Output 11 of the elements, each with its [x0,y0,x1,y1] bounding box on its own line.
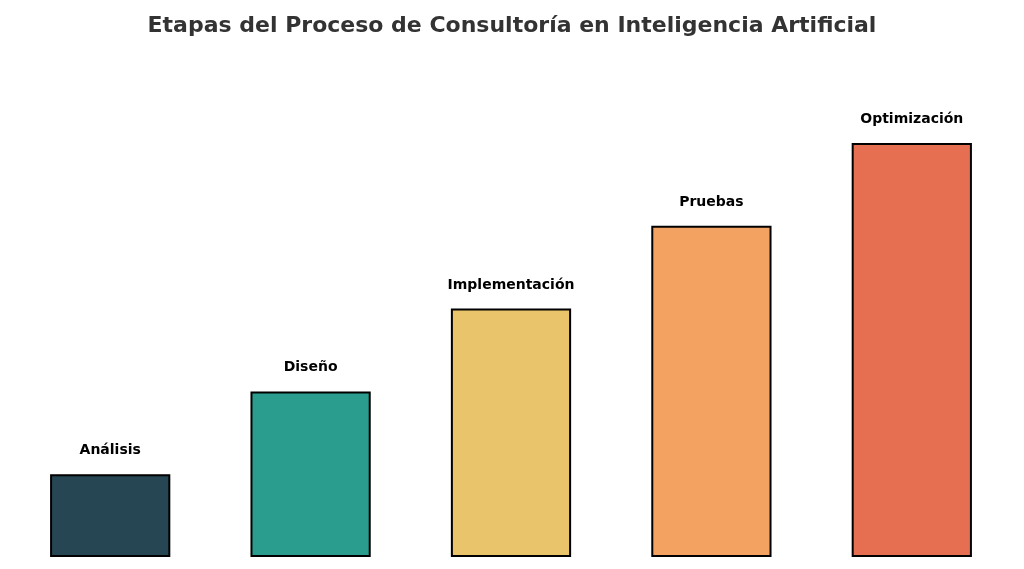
bar [450,308,572,557]
x-tick-label: Implementación [447,275,575,292]
bar [851,143,972,557]
bar [50,474,171,557]
chart-title: Etapas del Proceso de Consultoría en Inteligencia Artificial [147,11,877,37]
x-tick-label: Diseño [283,358,338,375]
bar [250,391,371,557]
x-tick-label: Optimización [860,110,964,126]
bar [651,225,772,557]
x-tick-label: Pruebas [679,192,744,209]
x-tick-label: Análisis [79,441,141,458]
